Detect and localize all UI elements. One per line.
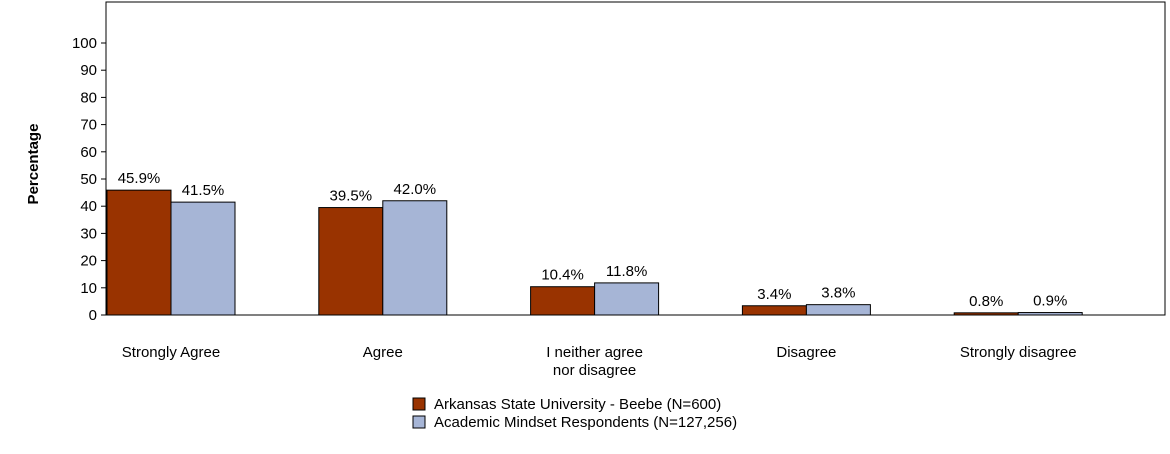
y-tick-label: 50 bbox=[80, 171, 97, 188]
bar bbox=[106, 189, 172, 316]
bar bbox=[594, 282, 660, 316]
y-axis: 0 10 20 30 40 50 60 70 80 90 100 bbox=[72, 35, 106, 324]
legend-entry: Academic Mindset Respondents (N=127,256) bbox=[434, 414, 737, 431]
y-tick-label: 30 bbox=[80, 225, 97, 242]
bar bbox=[1017, 312, 1083, 316]
y-tick-label: 90 bbox=[80, 62, 97, 79]
y-tick-label: 70 bbox=[80, 117, 97, 134]
legend-swatch bbox=[412, 397, 426, 411]
bar bbox=[530, 286, 596, 316]
y-tick-label: 100 bbox=[72, 35, 97, 52]
y-tick-label: 0 bbox=[89, 307, 97, 324]
data-label: 41.5% bbox=[182, 182, 225, 199]
category-label: Strongly disagree bbox=[960, 344, 1077, 361]
category-label: Disagree bbox=[776, 344, 836, 361]
y-tick-label: 10 bbox=[80, 280, 97, 297]
data-label: 0.9% bbox=[1033, 293, 1067, 310]
y-axis-label: Percentage bbox=[25, 124, 42, 205]
bar bbox=[318, 207, 384, 316]
bar bbox=[382, 200, 448, 316]
y-tick-label: 40 bbox=[80, 198, 97, 215]
data-labels: 45.9% 41.5% 39.5% 42.0% 10.4% 11.8% 3.4% 3.8% 0.… bbox=[118, 170, 1068, 310]
bars bbox=[106, 189, 1083, 316]
category-label: Agree bbox=[363, 344, 403, 361]
data-label: 11.8% bbox=[606, 263, 647, 280]
data-label: 3.4% bbox=[757, 286, 791, 303]
legend-swatch bbox=[412, 415, 426, 429]
bar bbox=[953, 312, 1019, 316]
data-label: 39.5% bbox=[330, 188, 373, 205]
y-tick-label: 60 bbox=[80, 144, 97, 161]
data-label: 0.8% bbox=[969, 293, 1003, 310]
bar bbox=[741, 305, 807, 316]
bar bbox=[170, 201, 236, 316]
category-label: I neither agree bbox=[546, 344, 643, 361]
data-label: 45.9% bbox=[118, 170, 161, 187]
data-label: 10.4% bbox=[541, 267, 584, 284]
bar bbox=[805, 304, 871, 316]
data-label: 3.8% bbox=[821, 285, 855, 302]
data-label: 42.0% bbox=[394, 181, 437, 198]
category-label: nor disagree bbox=[553, 362, 636, 379]
category-label: Strongly Agree bbox=[122, 344, 220, 361]
y-tick-label: 20 bbox=[80, 253, 97, 270]
legend: Arkansas State University - Beebe (N=600… bbox=[412, 396, 737, 431]
legend-entry: Arkansas State University - Beebe (N=600… bbox=[434, 396, 721, 413]
y-tick-label: 80 bbox=[80, 89, 97, 106]
